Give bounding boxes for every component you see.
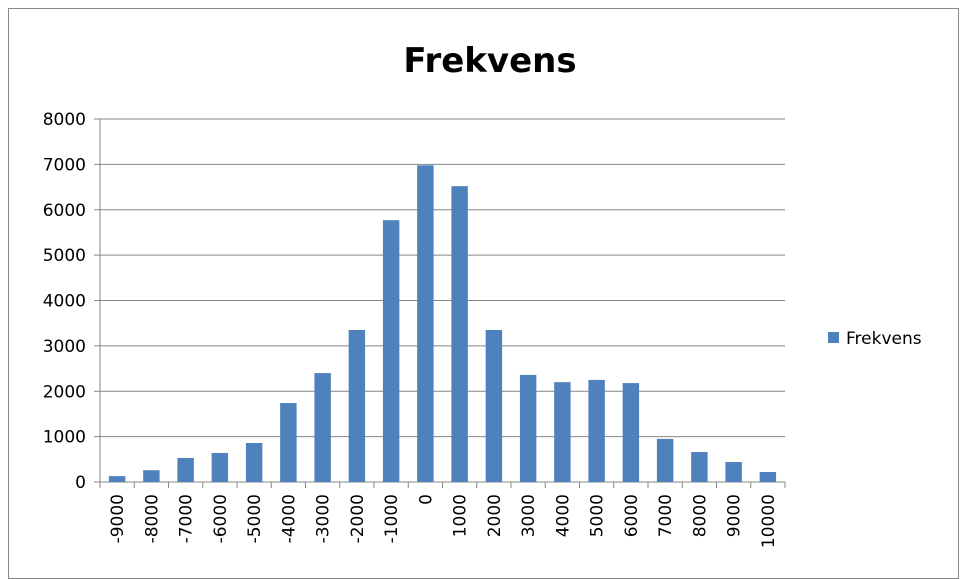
bar bbox=[485, 329, 503, 482]
bar bbox=[759, 472, 777, 482]
bar bbox=[451, 186, 468, 482]
bar bbox=[691, 452, 708, 482]
bar bbox=[382, 220, 400, 482]
x-tick-label: -7000 bbox=[177, 494, 197, 543]
x-tick-label: -3000 bbox=[314, 494, 334, 543]
x-tick-label: 0 bbox=[416, 494, 436, 505]
bar bbox=[348, 329, 366, 482]
bar bbox=[211, 452, 229, 482]
bar bbox=[656, 438, 674, 482]
x-tick-label: 7000 bbox=[656, 494, 676, 537]
bar bbox=[177, 457, 194, 482]
x-tick-label: 5000 bbox=[588, 494, 608, 537]
bar bbox=[519, 374, 537, 482]
bar bbox=[314, 373, 331, 482]
y-tick-label: 0 bbox=[75, 473, 86, 493]
bar bbox=[245, 442, 263, 482]
x-tick-label: 2000 bbox=[485, 494, 505, 537]
y-tick-label: 3000 bbox=[43, 337, 86, 357]
bar bbox=[108, 476, 126, 482]
x-tick-label: -2000 bbox=[348, 494, 368, 543]
bar bbox=[725, 462, 742, 482]
bar bbox=[588, 379, 605, 482]
bar bbox=[622, 383, 640, 482]
x-tick-label: 4000 bbox=[553, 494, 573, 537]
legend-swatch bbox=[828, 332, 839, 343]
y-tick-label: 1000 bbox=[43, 428, 86, 448]
bar bbox=[417, 165, 434, 482]
x-tick-label: 8000 bbox=[690, 494, 710, 537]
y-tick-label: 2000 bbox=[43, 382, 86, 402]
y-tick-label: 4000 bbox=[43, 292, 86, 312]
chart-frame bbox=[8, 8, 959, 579]
bar bbox=[280, 403, 297, 482]
x-tick-label: -6000 bbox=[211, 494, 231, 543]
chart-title: Frekvens bbox=[403, 41, 576, 81]
y-tick-label: 8000 bbox=[43, 110, 86, 130]
x-tick-label: -8000 bbox=[142, 494, 162, 543]
x-tick-label: 6000 bbox=[622, 494, 642, 537]
legend-label: Frekvens bbox=[846, 329, 922, 349]
y-tick-label: 6000 bbox=[43, 201, 86, 221]
x-tick-label: -9000 bbox=[108, 494, 128, 543]
y-tick-label: 7000 bbox=[43, 155, 86, 175]
x-tick-label: 10000 bbox=[759, 494, 779, 548]
bar bbox=[143, 470, 160, 482]
x-tick-label: 3000 bbox=[519, 494, 539, 537]
x-tick-label: -1000 bbox=[382, 494, 402, 543]
x-tick-label: 1000 bbox=[451, 494, 471, 537]
x-tick-label: 9000 bbox=[725, 494, 745, 537]
bar bbox=[554, 382, 571, 482]
x-tick-label: -4000 bbox=[279, 494, 299, 543]
x-tick-label: -5000 bbox=[245, 494, 265, 543]
y-tick-label: 5000 bbox=[43, 246, 86, 266]
